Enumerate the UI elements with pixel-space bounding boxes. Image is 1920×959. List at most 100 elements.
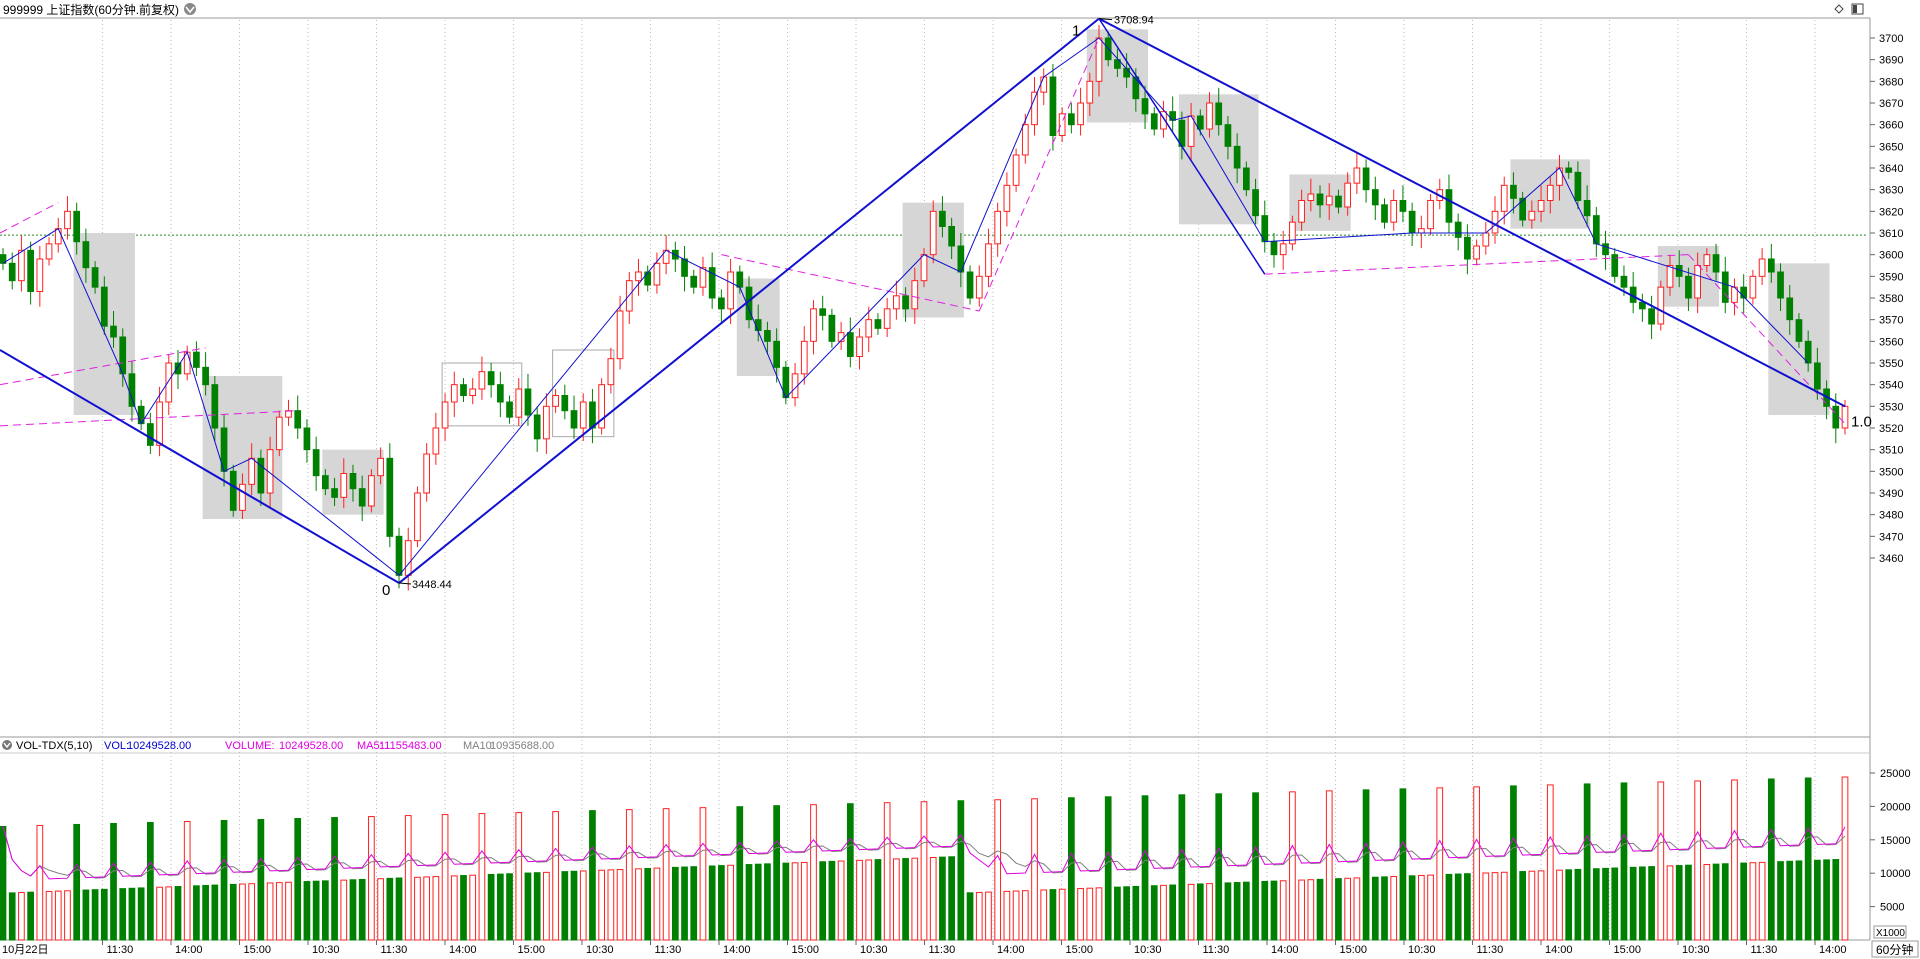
period-button[interactable] (1871, 940, 1919, 958)
candle (395, 527, 403, 589)
candle-body (524, 388, 532, 416)
candle (137, 399, 145, 431)
volume-bar (1694, 780, 1701, 941)
candle (54, 217, 62, 253)
volume-bar (1427, 874, 1434, 941)
volume-bar (1721, 863, 1729, 941)
volume-bar (552, 811, 559, 941)
candle-body (1187, 115, 1195, 147)
volume-bar (1464, 873, 1471, 941)
volume-bar (285, 881, 292, 941)
candle (27, 241, 34, 305)
volume-bar (1592, 868, 1600, 941)
volume-bar (1611, 867, 1619, 941)
candle (1583, 185, 1591, 227)
volume-bar (312, 880, 320, 941)
time-tick-label: 10:30 (312, 944, 340, 956)
candle-body (496, 384, 504, 403)
volume-bar (303, 881, 311, 941)
candle (819, 295, 827, 331)
volume-bar (1040, 889, 1048, 941)
candle (1206, 92, 1213, 138)
volume-bar (533, 872, 541, 941)
candle (257, 449, 265, 506)
volume-panel-dropdown-icon[interactable] (2, 740, 12, 750)
candle-body (1602, 243, 1609, 256)
diamond-icon[interactable] (1834, 4, 1844, 14)
dropdown-icon[interactable] (184, 3, 196, 15)
volume-bar (423, 876, 431, 941)
volume-bar (570, 870, 578, 941)
candle-body (441, 401, 449, 429)
wave-leg-final (1098, 17, 1846, 408)
volume-bar (1473, 786, 1480, 941)
volume-bar (1602, 867, 1609, 941)
candle-body (423, 453, 431, 494)
candle-body (266, 449, 274, 494)
candle-body (800, 340, 808, 375)
candle-body (552, 395, 559, 407)
candle (1031, 77, 1038, 136)
volume-bar (681, 866, 688, 941)
candle (229, 464, 237, 517)
candle (902, 287, 909, 322)
candle (1307, 178, 1315, 212)
candle-body (1777, 271, 1784, 299)
candle (1252, 178, 1259, 225)
volume-bar (432, 876, 440, 941)
candle (1749, 269, 1757, 305)
candle-body (1519, 197, 1527, 221)
candle-body (1537, 200, 1545, 212)
time-tick-label: 11:30 (655, 944, 682, 956)
volume-bar (1454, 873, 1462, 941)
volume-bar (782, 862, 790, 941)
candle-body (1353, 167, 1361, 184)
volume-bar (1657, 781, 1665, 941)
volume-value: 10249528.00 (279, 740, 343, 752)
volume-bar (100, 888, 108, 941)
volume-tick-label: 10000 (1880, 868, 1911, 880)
volume-bar (1178, 794, 1186, 941)
volume-bar (27, 891, 34, 941)
candle-body (1417, 228, 1425, 234)
candle-body (340, 473, 348, 498)
candle-body (165, 362, 173, 403)
ma10-line (2, 826, 1846, 879)
candle-body (1335, 195, 1342, 208)
candle-body (1068, 113, 1075, 126)
price-tick-label: 3610 (1879, 228, 1903, 240)
candle-body (1758, 258, 1766, 277)
volume-bar (524, 872, 532, 941)
candle-body (819, 308, 827, 316)
low-price-label: 3448.44 (412, 579, 452, 591)
candle (515, 378, 523, 426)
volume-bar (810, 804, 817, 941)
candle-body (386, 457, 394, 537)
volume-bar (1289, 791, 1296, 941)
candle (1445, 174, 1453, 233)
volume-bar (183, 820, 191, 941)
candle (414, 486, 421, 548)
price-tick-label: 3560 (1879, 336, 1903, 348)
candle-body (1279, 243, 1287, 256)
candle-body (1694, 265, 1701, 299)
volume-bar (73, 823, 81, 941)
panel-icon[interactable] (1851, 3, 1864, 15)
volume-bar (1298, 879, 1305, 941)
volume-bar (450, 875, 458, 941)
time-tick-label: 11:30 (929, 944, 956, 956)
candle (543, 393, 550, 454)
candle-body (1749, 275, 1757, 299)
volume-bar (110, 822, 117, 941)
candle-body (1058, 113, 1066, 137)
volume-bar (156, 886, 163, 941)
price-tick-label: 3690 (1879, 55, 1903, 67)
candle-body (644, 271, 652, 286)
volume-bar (1583, 783, 1591, 941)
candle (1592, 207, 1600, 257)
candle-body (1252, 189, 1259, 217)
wave-start-label: 0 (382, 582, 390, 599)
volume-bar (644, 867, 652, 941)
wave-leg-down (0, 349, 400, 584)
candle-body (902, 295, 909, 310)
